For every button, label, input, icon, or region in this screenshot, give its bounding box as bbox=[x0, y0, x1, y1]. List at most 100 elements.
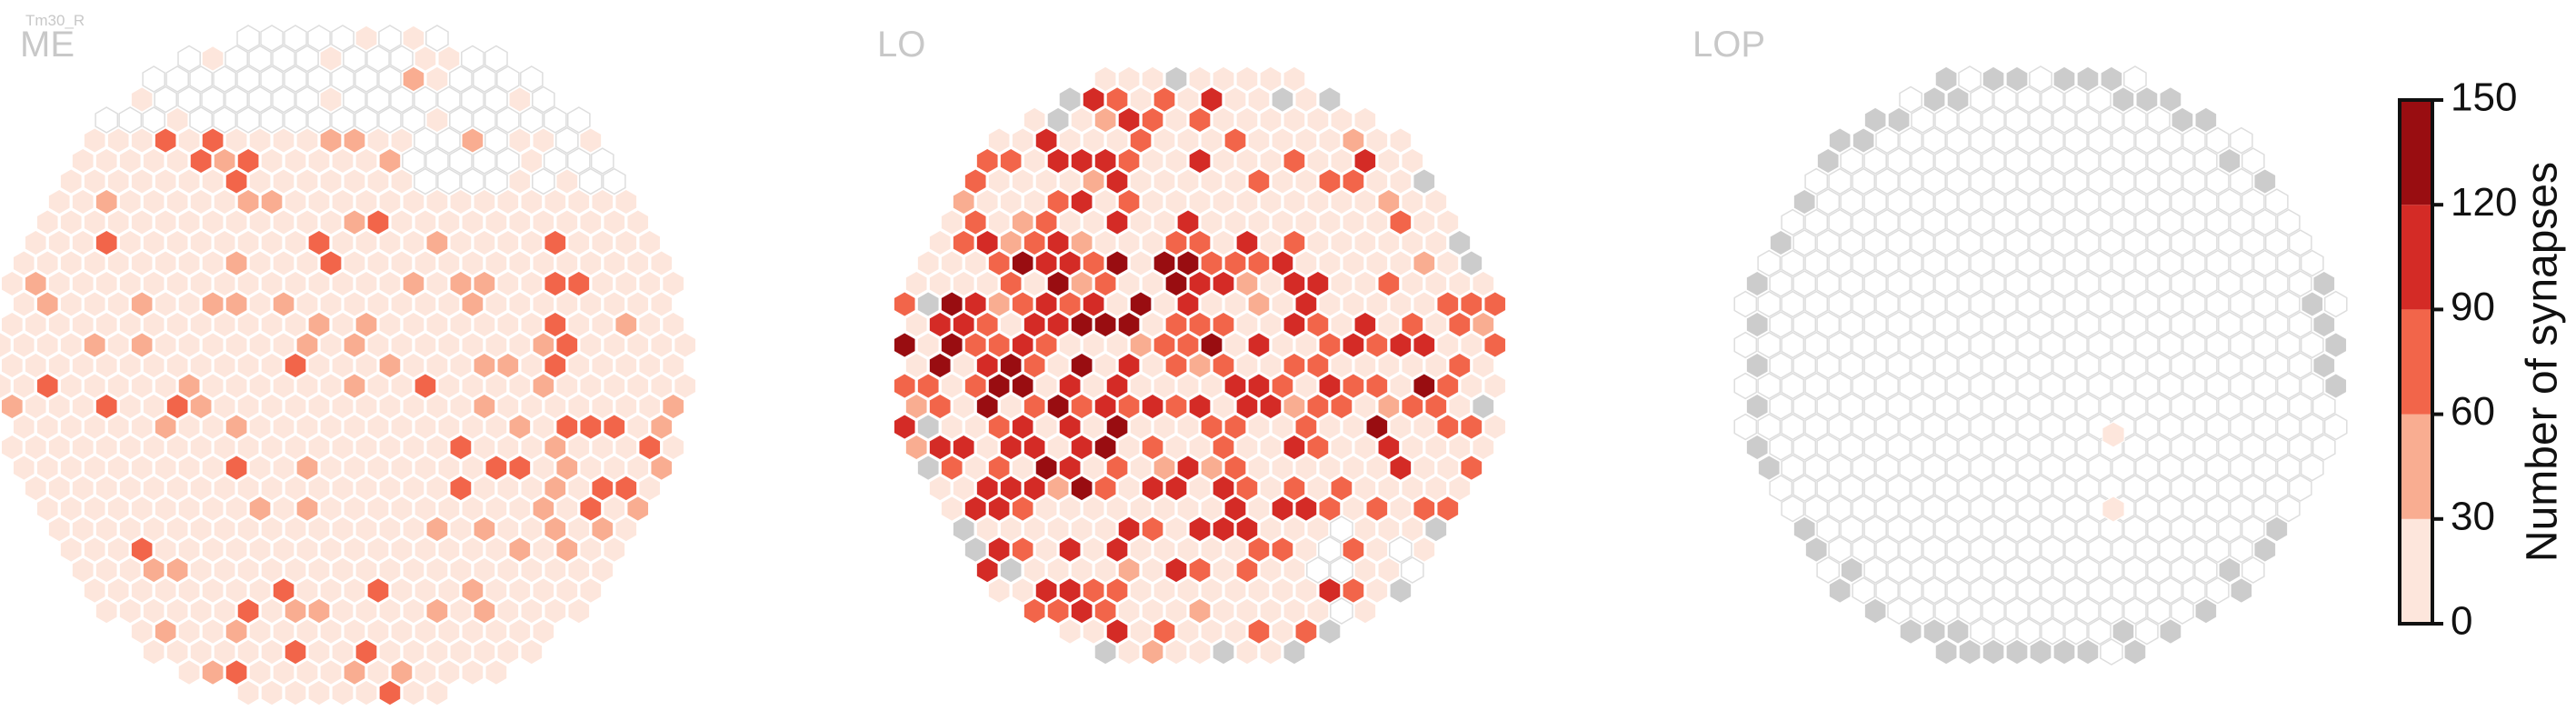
hex-cell-value bbox=[1046, 270, 1070, 297]
hex-cell-value bbox=[1105, 576, 1129, 605]
hex-cell-value bbox=[975, 311, 1000, 338]
hex-cell-value bbox=[602, 208, 626, 236]
hex-cell-empty bbox=[1733, 290, 1758, 318]
hex-cell-empty bbox=[2052, 434, 2076, 461]
hex-cell-value bbox=[1153, 536, 1176, 564]
hex-cell-value bbox=[649, 249, 674, 277]
hex-cell-empty bbox=[1934, 147, 1958, 175]
hex-cell-value bbox=[1365, 290, 1389, 318]
hex-cell-value bbox=[614, 516, 638, 543]
hex-cell-value bbox=[390, 331, 414, 359]
hex-cell-value bbox=[1353, 597, 1377, 625]
hex-cell-value bbox=[1093, 147, 1117, 175]
hex-cell-empty bbox=[1816, 393, 1841, 420]
hex-cell-value bbox=[449, 393, 473, 420]
hex-cell-value bbox=[1483, 331, 1507, 359]
hex-cell-value bbox=[484, 454, 508, 482]
hex-cell-value bbox=[35, 372, 60, 400]
hex-cell-empty bbox=[2064, 536, 2088, 564]
hex-cell-empty bbox=[1875, 536, 1899, 564]
hex-cell-value bbox=[1330, 311, 1353, 338]
hex-cell-no-data bbox=[1212, 638, 1235, 666]
hex-cell-empty bbox=[2076, 516, 2100, 543]
hex-cell-empty bbox=[2041, 617, 2064, 646]
hex-cell-value bbox=[1235, 106, 1259, 134]
hex-cell-empty bbox=[2064, 576, 2088, 605]
hex-cell-empty bbox=[1840, 270, 1863, 297]
hex-cell-empty bbox=[2147, 475, 2171, 502]
hex-cell-empty bbox=[118, 106, 143, 134]
hex-cell-empty bbox=[1982, 434, 2005, 461]
hex-cell-no-data bbox=[1745, 393, 1770, 420]
hex-cell-value bbox=[1283, 106, 1306, 134]
hex-cell-value bbox=[284, 516, 307, 543]
hex-cell-value bbox=[1164, 556, 1188, 584]
hex-cell-value bbox=[1365, 495, 1389, 523]
hex-cell-value bbox=[649, 290, 674, 318]
hex-cell-value bbox=[1141, 393, 1164, 420]
hex-cell-value bbox=[1093, 311, 1117, 338]
hex-cell-value bbox=[473, 352, 496, 379]
hex-cell-empty bbox=[1769, 475, 1793, 502]
hex-cell-value bbox=[425, 106, 449, 134]
hex-cell-empty bbox=[2218, 311, 2242, 338]
hex-cell-empty bbox=[2159, 331, 2182, 359]
hex-cell-value bbox=[1070, 311, 1093, 338]
hex-cell-value bbox=[1046, 556, 1070, 584]
hex-cell-value bbox=[602, 454, 626, 482]
hex-cell-value bbox=[987, 413, 1011, 441]
hex-cell-value bbox=[1070, 556, 1093, 584]
hex-cell-empty bbox=[1958, 556, 1982, 584]
hex-cell-value bbox=[47, 434, 72, 461]
hex-cell-empty bbox=[272, 45, 295, 73]
hex-cell-value bbox=[1117, 516, 1141, 543]
hex-cell-value bbox=[508, 167, 532, 195]
hex-cell-value bbox=[1141, 147, 1164, 175]
hex-cell-value bbox=[602, 413, 626, 441]
hex-cell-empty bbox=[2076, 229, 2100, 256]
hex-cell-empty bbox=[437, 126, 461, 155]
hex-cell-empty bbox=[189, 65, 213, 93]
hex-cell-empty bbox=[1993, 372, 2017, 400]
hex-cell-value bbox=[1058, 536, 1082, 564]
hex-cell-value bbox=[1400, 229, 1424, 256]
hex-cell-value bbox=[260, 475, 284, 502]
hex-cell-empty bbox=[2194, 556, 2218, 584]
hex-cell-empty bbox=[1792, 352, 1817, 379]
hex-cell-value bbox=[83, 536, 107, 564]
hex-cell-value bbox=[1046, 393, 1070, 420]
hex-cell-empty bbox=[1922, 126, 1946, 155]
hex-cell-value bbox=[1129, 413, 1153, 441]
hex-cell-value bbox=[331, 679, 354, 706]
hex-cell-value bbox=[473, 556, 496, 584]
hex-cell-empty bbox=[2182, 454, 2206, 482]
hex-cell-value bbox=[1046, 188, 1070, 215]
hex-cell-value bbox=[284, 270, 307, 297]
hex-cell-value bbox=[590, 434, 614, 461]
hex-cell-value bbox=[154, 126, 177, 155]
hex-cell-value bbox=[248, 576, 272, 605]
hex-cell-value bbox=[649, 372, 674, 400]
hex-cell-value bbox=[1247, 617, 1271, 646]
hex-cell-value bbox=[414, 413, 437, 441]
hex-cell-value bbox=[295, 413, 319, 441]
hex-cell-value bbox=[1082, 290, 1105, 318]
hex-cell-value bbox=[165, 270, 189, 297]
hex-cell-value bbox=[1283, 516, 1306, 543]
hex-cell-value bbox=[532, 495, 555, 523]
hex-cell-value bbox=[106, 495, 131, 523]
hex-cell-value bbox=[1188, 434, 1212, 461]
hex-cell-empty bbox=[2241, 188, 2265, 215]
hex-cell-no-data bbox=[1745, 434, 1770, 461]
hex-cell-value bbox=[260, 638, 284, 666]
hex-cell-value bbox=[975, 434, 1000, 461]
hex-cell-value bbox=[1353, 393, 1377, 420]
hex-cell-value bbox=[1342, 126, 1365, 155]
hex-cell-empty bbox=[2064, 249, 2088, 277]
hex-cell-value bbox=[461, 413, 484, 441]
hex-cell-value bbox=[590, 188, 614, 215]
hex-cell-value bbox=[484, 536, 508, 564]
hex-cell-value bbox=[1353, 188, 1377, 215]
hex-cell-value bbox=[0, 331, 13, 359]
hex-cell-value bbox=[1212, 434, 1235, 461]
